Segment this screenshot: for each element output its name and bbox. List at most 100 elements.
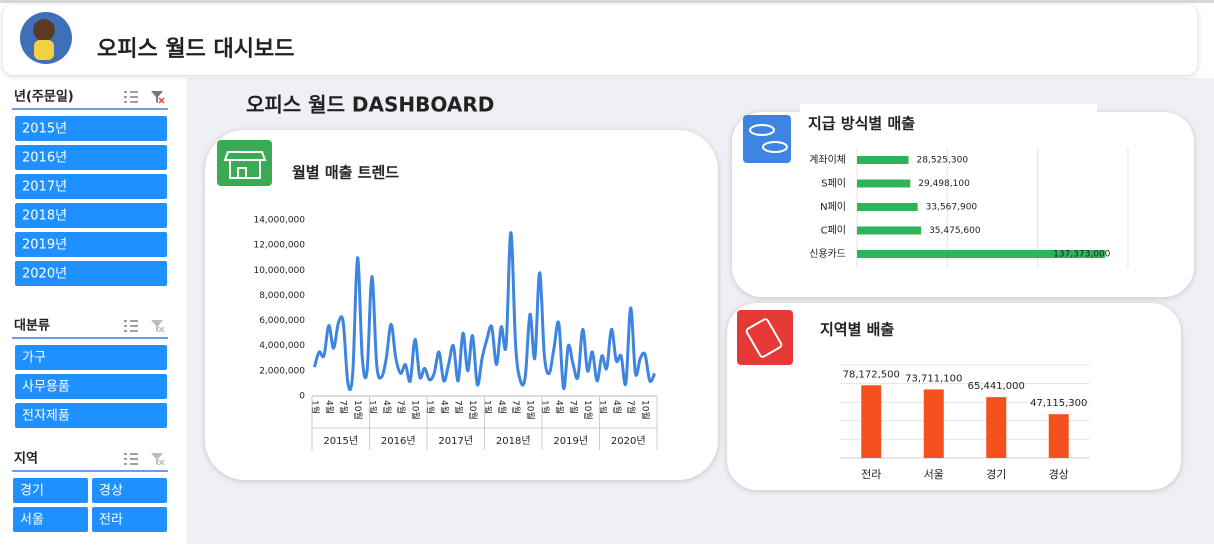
- year-label: 2018년: [496, 435, 531, 447]
- slicer-item[interactable]: [15, 174, 167, 199]
- category-label: 계좌이체: [809, 154, 846, 166]
- value-label: 29,498,100: [918, 179, 970, 189]
- multi-select-icon: [124, 91, 138, 103]
- coin-icon: [743, 115, 791, 163]
- category-label: N페이: [820, 201, 846, 213]
- slicer-item[interactable]: [92, 507, 167, 532]
- bar: [1048, 414, 1069, 458]
- x-tick-label: 1월: [481, 400, 493, 414]
- top-strip: [0, 0, 1214, 3]
- slicer-item[interactable]: [15, 374, 167, 399]
- x-tick-label: 서울: [924, 468, 944, 481]
- x-tick-label: 10월: [525, 400, 537, 420]
- clear-filter-icon: [151, 320, 163, 332]
- dashboard-title: 오피스 월드 DASHBOARD: [246, 93, 494, 117]
- year-label: 2020년: [611, 435, 646, 447]
- x-tick-label: 4월: [438, 400, 450, 414]
- slicer-item-label: 경기: [20, 484, 44, 499]
- value-label: 47,115,300: [1030, 398, 1087, 409]
- store-icon-glyph: [223, 151, 267, 179]
- slicer-item[interactable]: [13, 507, 88, 532]
- x-tick-label: 4월: [553, 400, 565, 414]
- x-tick-label: 7월: [338, 400, 350, 414]
- category-label: S페이: [821, 178, 846, 190]
- slicer-item-label: 2018년: [22, 209, 67, 224]
- avatar-hair: [33, 19, 55, 41]
- slicer-item[interactable]: [15, 203, 167, 228]
- x-tick-label: 4월: [496, 400, 508, 414]
- region-card: [727, 303, 1181, 490]
- slicer-item-label: 2017년: [22, 180, 67, 195]
- multi-select-icon: [124, 453, 138, 465]
- header-card: [3, 5, 1197, 75]
- multi-select-icon: [124, 320, 138, 332]
- value-label: 28,525,300: [917, 156, 969, 166]
- clear-filter-x: [158, 459, 165, 466]
- bar: [861, 385, 882, 458]
- y-tick-label: 2,000,000: [259, 366, 305, 376]
- chart-title: 지역별 배출: [820, 321, 894, 339]
- chart-title: 지급 방식별 매출: [808, 115, 915, 133]
- x-tick-label: 10월: [410, 400, 422, 420]
- slicer-item-label: 사무용품: [22, 380, 70, 395]
- year-label: 2019년: [553, 435, 588, 447]
- slicer-item[interactable]: [92, 478, 167, 503]
- line-card: [205, 130, 718, 480]
- slicer-item-label: 경상: [99, 484, 123, 499]
- slicer-item[interactable]: [15, 232, 167, 257]
- y-tick-label: 6,000,000: [259, 316, 305, 326]
- slicer-item[interactable]: [15, 145, 167, 170]
- bar: [857, 250, 1106, 258]
- slicer-title: 년(주문일): [14, 90, 74, 105]
- money-icon-glyph: [745, 318, 783, 358]
- category-label: 신용카드: [809, 248, 846, 260]
- value-label: 137,373,000: [1053, 250, 1111, 260]
- header-title: 오피스 월드 대시보드: [97, 37, 294, 62]
- slicer-item[interactable]: [15, 403, 167, 428]
- bar: [857, 203, 918, 211]
- year-label: 2017년: [438, 435, 473, 447]
- x-tick-label: 10월: [640, 400, 652, 420]
- coin-icon-glyph: [762, 141, 788, 153]
- slicer-item-label: 2016년: [22, 151, 67, 166]
- slicer-item[interactable]: [15, 261, 167, 286]
- slicer-item[interactable]: [15, 116, 167, 141]
- slicer-item-label: 가구: [22, 351, 46, 366]
- chart-title: 월별 매출 트렌드: [292, 164, 399, 182]
- clear-filter-x: [158, 326, 165, 333]
- title-box: [800, 104, 1097, 135]
- slicer-item-label: 전자제품: [22, 409, 70, 424]
- trend-line: [312, 231, 656, 392]
- x-tick-label: 4월: [381, 400, 393, 414]
- slicer-item[interactable]: [13, 478, 88, 503]
- x-tick-label: 1월: [596, 400, 608, 414]
- slicer-item-label: 2020년: [22, 267, 67, 282]
- y-tick-label: 12,000,000: [253, 241, 305, 251]
- slicer-item[interactable]: [15, 345, 167, 370]
- x-tick-label: 1월: [424, 400, 436, 414]
- x-tick-label: 전라: [861, 468, 881, 481]
- x-tick-label: 4월: [323, 400, 335, 414]
- clear-filter-x: [158, 97, 165, 104]
- value-label: 65,441,000: [968, 381, 1025, 392]
- x-tick-label: 7월: [510, 400, 522, 414]
- avatar-body: [34, 40, 54, 60]
- coin-icon-glyph: [749, 124, 775, 136]
- slicer-item-label: 서울: [20, 513, 44, 528]
- x-tick-label: 10월: [582, 400, 594, 420]
- x-tick-label: 7월: [625, 400, 637, 414]
- x-tick-label: 10월: [467, 400, 479, 420]
- y-tick-label: 14,000,000: [253, 216, 305, 226]
- x-tick-label: 1월: [309, 400, 321, 414]
- store-icon: [217, 140, 272, 186]
- bar: [923, 389, 944, 458]
- value-label: 33,567,900: [926, 203, 978, 213]
- x-tick-label: 7월: [453, 400, 465, 414]
- y-tick-label: 0: [299, 392, 305, 402]
- x-tick-label: 경기: [986, 468, 1006, 481]
- x-tick-label: 7월: [568, 400, 580, 414]
- x-tick-label: 7월: [395, 400, 407, 414]
- category-label: C페이: [821, 225, 846, 237]
- bar: [857, 156, 909, 164]
